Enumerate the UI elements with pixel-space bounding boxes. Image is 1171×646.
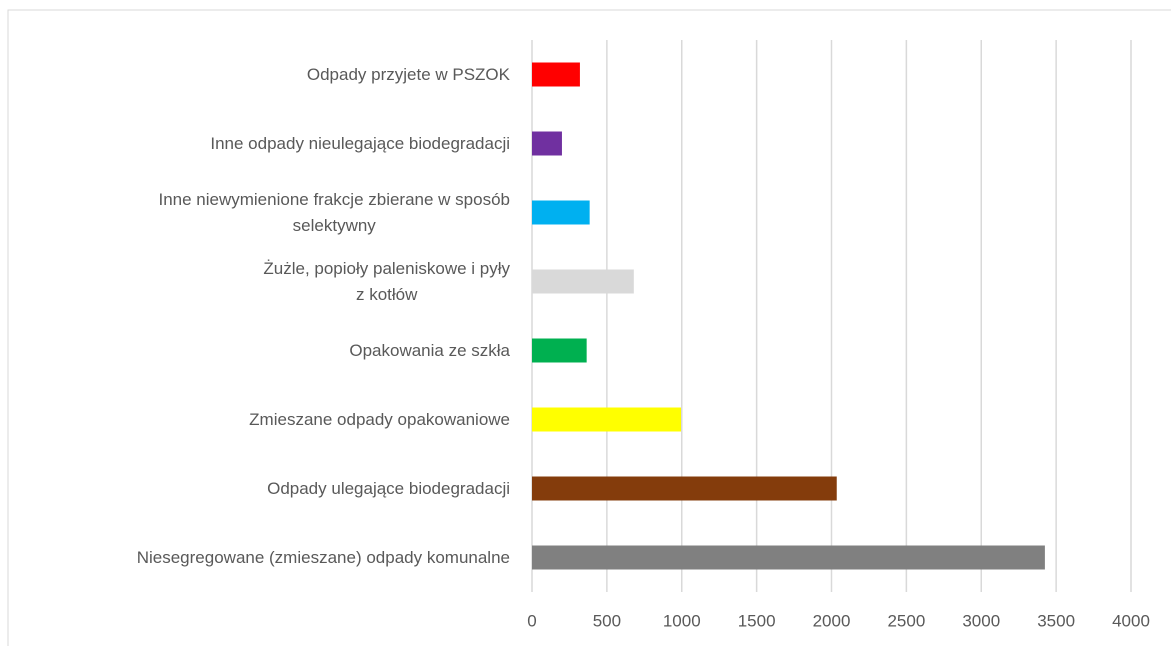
bar [532,407,682,432]
y-tick-label-box: Inne odpady nieulegające biodegradacji [210,131,510,157]
x-tick-label: 1000 [663,611,701,630]
y-tick-label: Odpady ulegające biodegradacji [267,478,510,498]
y-tick-label-box: Zmieszane odpady opakowaniowe [249,407,510,433]
x-tick-label: 2500 [887,611,925,630]
bar [532,62,580,87]
y-tick-label: Odpady przyjete w PSZOK [306,64,510,84]
y-tick-label: Inne odpady nieulegające biodegradacji [210,133,510,153]
x-tick-label: 500 [593,611,621,630]
y-tick-label: Zmieszane odpady opakowaniowe [249,409,510,429]
y-tick-label: Niesegregowane (zmieszane) odpady komuna… [136,547,510,567]
x-tick-label: 1500 [738,611,776,630]
bar [532,200,590,225]
y-tick-label-box: Odpady ulegające biodegradacji [267,476,510,502]
y-tick-label: Opakowania ze szkła [349,340,510,360]
x-tick-label: 0 [527,611,536,630]
bar [532,269,634,294]
y-tick-label-box: Żużle, popioły paleniskowe i pyły z kotł… [263,256,510,308]
bar [532,545,1045,570]
y-tick-label-box: Inne niewymienione frakcje zbierane w sp… [158,187,510,239]
y-tick-label-box: Opakowania ze szkła [349,338,510,364]
bar [532,338,587,363]
y-tick-label-box: Niesegregowane (zmieszane) odpady komuna… [137,545,510,571]
x-tick-label: 3500 [1037,611,1075,630]
x-tick-label: 2000 [813,611,851,630]
x-tick-label: 3000 [962,611,1000,630]
chart-border [7,9,1171,646]
y-tick-label: Inne niewymienione frakcje zbierane w sp… [158,189,510,235]
y-tick-label-box: Odpady przyjete w PSZOK [307,62,510,88]
bar [532,476,837,501]
bar [532,131,562,156]
x-tick-label: 4000 [1112,611,1150,630]
y-tick-label: Żużle, popioły paleniskowe i pyły z kotł… [263,258,510,304]
